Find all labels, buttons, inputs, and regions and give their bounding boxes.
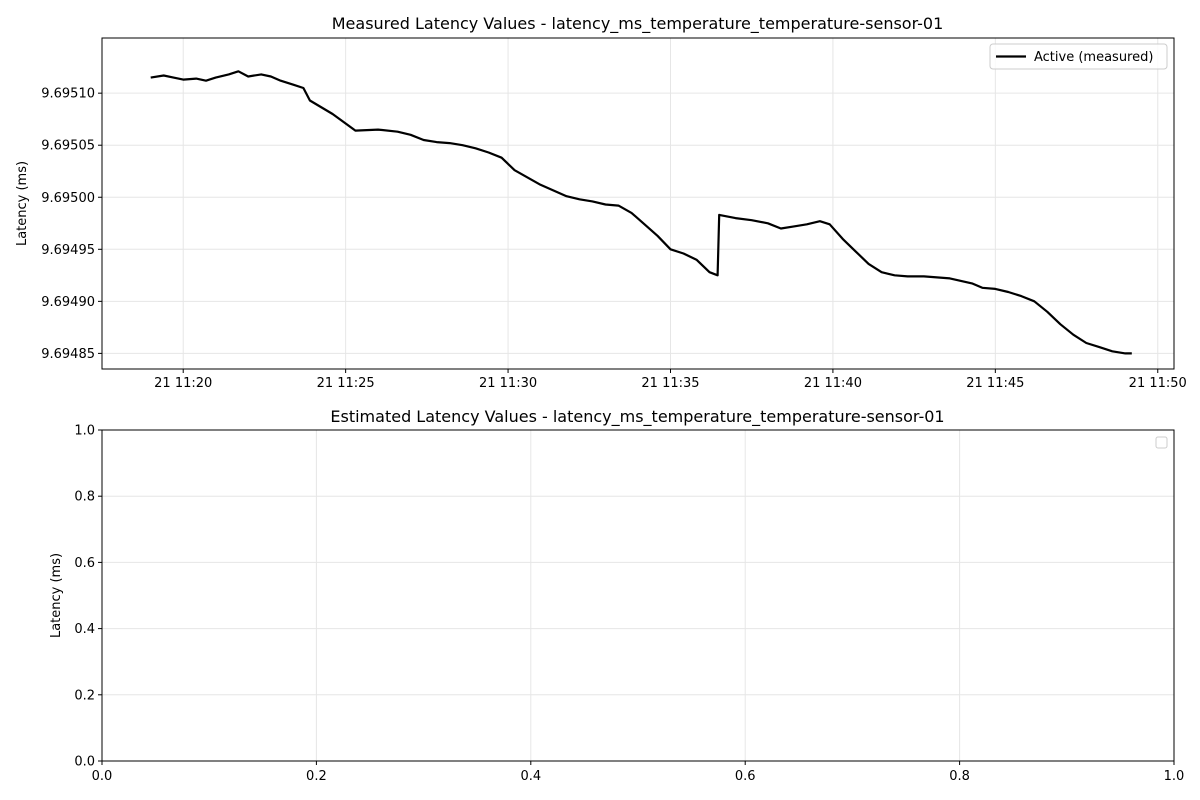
x-tick-label: 0.6 [735,769,756,784]
series-line-active-measured [150,70,1132,355]
measured-chart: Measured Latency Values - latency_ms_tem… [15,14,1187,391]
x-tick-label: 21 11:30 [479,376,537,391]
legend-label-active-measured: Active (measured) [1034,50,1153,65]
estimated-chart-title: Estimated Latency Values - latency_ms_te… [330,407,944,427]
y-tick-label: 0.0 [74,755,95,770]
measured-chart-y-ticks: 9.69485 9.69490 9.69495 9.69500 9.69505 9.695… [41,87,102,362]
x-tick-label: 21 11:35 [641,376,699,391]
measured-chart-series [150,70,1132,355]
measured-chart-title: Measured Latency Values - latency_ms_tem… [332,14,944,34]
y-tick-label: 0.8 [74,490,95,505]
y-tick-label: 9.69500 [41,191,95,206]
x-tick-label: 0.0 [92,769,113,784]
estimated-chart-x-ticks: 0.0 0.2 0.4 0.6 0.8 1.0 [92,761,1185,784]
y-tick-label: 0.6 [74,556,95,571]
estimated-chart: Estimated Latency Values - latency_ms_te… [49,407,1184,784]
y-tick-label: 9.69510 [41,87,95,102]
x-tick-label: 0.2 [306,769,327,784]
estimated-chart-grid [101,429,1175,762]
x-tick-label: 21 11:40 [804,376,862,391]
measured-chart-plot-frame [101,37,1175,370]
x-tick-label: 21 11:45 [966,376,1024,391]
estimated-chart-plot-frame [101,429,1175,762]
y-tick-label: 1.0 [74,424,95,439]
x-tick-label: 21 11:20 [154,376,212,391]
legend-box [989,43,1168,70]
x-tick-label: 0.8 [949,769,970,784]
estimated-chart-empty-legend[interactable] [1155,436,1168,449]
x-tick-label: 1.0 [1164,769,1185,784]
measured-chart-grid [102,38,1174,369]
estimated-chart-y-ticks: 0.0 0.2 0.4 0.6 0.8 1.0 [74,424,102,770]
y-tick-label: 9.69485 [41,347,95,362]
measured-chart-y-axis-label: Latency (ms) [15,161,30,246]
x-tick-label: 21 11:50 [1129,376,1187,391]
y-tick-label: 9.69490 [41,295,95,310]
y-tick-label: 9.69495 [41,243,95,258]
y-tick-label: 0.4 [74,622,95,637]
y-tick-label: 9.69505 [41,139,95,154]
x-tick-label: 0.4 [520,769,541,784]
measured-chart-legend[interactable]: Active (measured) [989,43,1168,70]
y-tick-label: 0.2 [74,688,95,703]
x-tick-label: 21 11:25 [317,376,375,391]
measured-chart-x-ticks: 21 11:20 21 11:25 21 11:30 21 11:35 21 11:40… [154,369,1187,391]
estimated-chart-y-axis-label: Latency (ms) [49,553,64,638]
